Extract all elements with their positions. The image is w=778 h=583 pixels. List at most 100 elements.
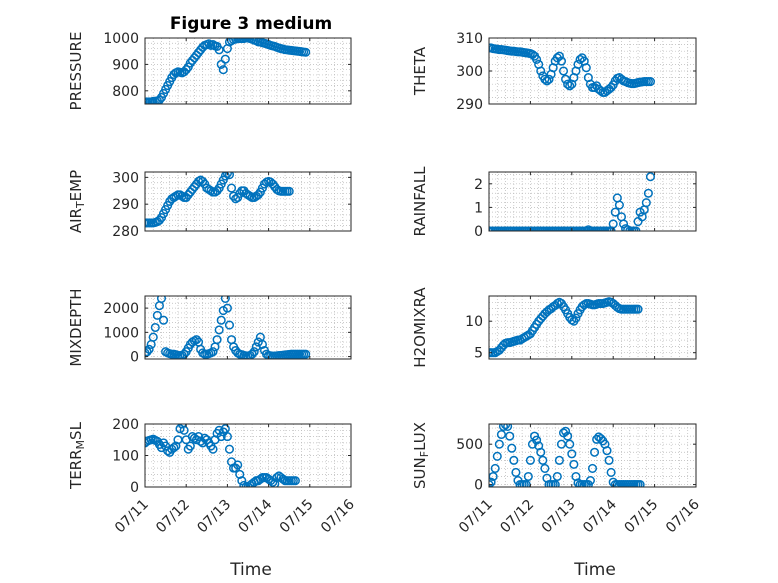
data-point [550,480,560,487]
data-point [635,480,645,487]
y-axis-label: MIXDEPTH [67,288,85,366]
data-point [507,443,517,453]
data-point [592,434,602,444]
data-point [208,444,218,454]
data-point [224,320,235,330]
y-tick-label: 0 [474,224,483,240]
y-axis-label: TERRMSL [67,421,87,490]
data-point [156,296,167,303]
y-tick-label: 1000 [103,325,139,341]
data-point [208,347,218,357]
data-point [538,455,548,465]
y-tick-label: 1 [474,200,483,216]
data-point [212,186,222,196]
data-point [540,74,550,84]
data-point [206,186,216,196]
y-tick-label: 290 [456,97,483,113]
data-point [249,347,259,357]
data-point [633,304,643,314]
data-point [536,447,546,457]
y-tick-label: 2 [474,177,483,193]
data-point [208,40,218,50]
data-point [154,215,164,225]
data-point [523,471,533,482]
data-point [229,38,239,45]
data-point [222,432,232,442]
data-point [194,432,204,442]
data-series [145,296,311,359]
x-axis-label-left: Time [229,560,272,580]
data-point [561,426,571,436]
data-point [257,339,267,350]
data-point [214,325,224,335]
data-point [525,455,535,465]
data-point [204,39,214,49]
data-point [544,74,554,84]
y-tick-label: 0 [130,480,139,496]
data-point [150,322,160,333]
subplot-5: 0 1000 2000 MIXDEPTH [67,288,352,367]
y-tick-label: 5 [474,346,483,362]
data-point [214,45,224,55]
data-point [222,303,232,313]
axes-box [144,37,352,105]
data-point [220,296,230,303]
data-point [540,463,550,473]
data-point [565,81,575,91]
data-series [145,172,294,228]
y-tick-label: 900 [112,57,139,73]
data-point [501,424,511,430]
data-point [145,347,152,357]
data-point [503,424,513,431]
data-point [301,47,311,57]
y-tick-label: 0 [130,350,139,366]
data-point [552,471,562,482]
data-point [218,65,228,75]
data-point [216,315,226,325]
y-axis-label: RAINFALL [411,166,429,237]
y-tick-label: 2000 [103,301,139,317]
axes-box [144,171,352,232]
data-point [158,315,169,325]
subplot-3: 280 290 300 AIRTEMP [67,170,352,240]
data-point [237,476,247,486]
y-tick-label: 310 [456,31,483,47]
data-point [239,350,249,359]
y-tick-label: 200 [112,417,139,433]
data-point [556,56,567,66]
plot-area [489,296,696,359]
data-point [179,349,189,359]
data-point [489,477,496,487]
axes-box [144,295,352,360]
data-point [619,219,629,229]
y-axis-label: SUNFLUX [411,422,431,489]
data-point [496,429,506,440]
y-tick-label: 10 [465,314,483,330]
axes-box [488,295,697,360]
data-point [169,443,179,453]
y-axis-label: PRESSURE [67,32,85,111]
y-tick-label: 500 [456,437,483,453]
data-point [290,476,300,486]
data-point [498,424,509,431]
y-tick-label: 300 [112,170,139,186]
data-point [239,480,249,487]
data-point [558,66,569,76]
data-point [490,463,500,473]
figure-title: Figure 3 medium [170,14,332,34]
data-point [152,310,162,320]
data-point [511,467,521,478]
data-point [222,172,232,178]
y-tick-label: 100 [112,449,139,465]
subplot-4: 0 1 2 RAINFALL [411,166,697,240]
y-axis-label: H2OMIXRA [411,287,429,368]
data-point [567,449,577,459]
data-point [148,332,158,342]
data-point [220,424,230,434]
y-tick-label: 300 [456,64,483,80]
data-point [585,475,595,486]
data-point [224,444,235,454]
data-point [645,77,656,87]
data-point [602,446,612,456]
